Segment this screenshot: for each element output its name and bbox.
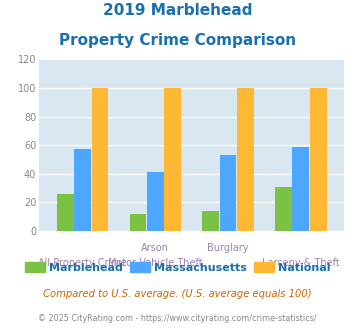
Bar bbox=[202, 211, 219, 231]
Text: Burglary: Burglary bbox=[207, 243, 249, 253]
Bar bbox=[147, 172, 164, 231]
Text: Arson: Arson bbox=[141, 243, 169, 253]
Text: Larceny & Theft: Larceny & Theft bbox=[262, 258, 340, 269]
Bar bbox=[130, 214, 146, 231]
Bar bbox=[164, 88, 181, 231]
Text: Property Crime Comparison: Property Crime Comparison bbox=[59, 33, 296, 48]
Bar bbox=[275, 187, 292, 231]
Text: Motor Vehicle Theft: Motor Vehicle Theft bbox=[108, 258, 203, 269]
Text: All Property Crime: All Property Crime bbox=[38, 258, 127, 269]
Bar bbox=[57, 194, 73, 231]
Text: 2019 Marblehead: 2019 Marblehead bbox=[103, 3, 252, 18]
Bar bbox=[92, 88, 109, 231]
Bar bbox=[220, 155, 236, 231]
Bar bbox=[74, 149, 91, 231]
Bar bbox=[293, 147, 309, 231]
Bar bbox=[237, 88, 254, 231]
Legend: Marblehead, Massachusetts, National: Marblehead, Massachusetts, National bbox=[20, 258, 335, 278]
Text: © 2025 CityRating.com - https://www.cityrating.com/crime-statistics/: © 2025 CityRating.com - https://www.city… bbox=[38, 314, 317, 323]
Text: Compared to U.S. average. (U.S. average equals 100): Compared to U.S. average. (U.S. average … bbox=[43, 289, 312, 299]
Bar bbox=[310, 88, 327, 231]
